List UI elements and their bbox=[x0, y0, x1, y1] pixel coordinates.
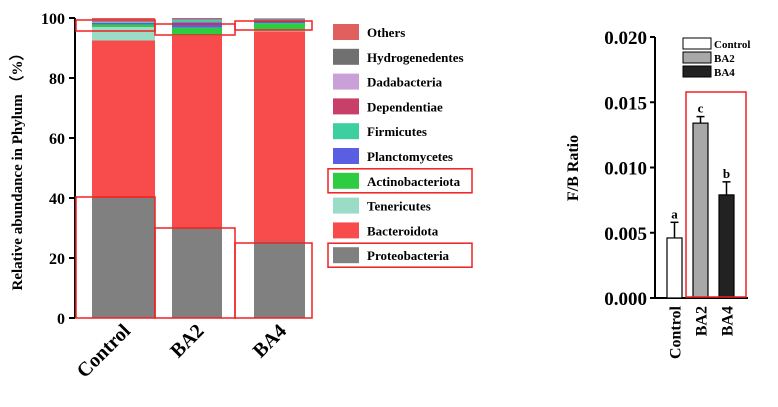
bar-segment-dependentiae bbox=[92, 21, 155, 22]
legend-swatch bbox=[333, 198, 359, 214]
left-y-axis-label: Relative abundance in Phylum （%） bbox=[8, 45, 26, 290]
y-tick-label: 0.000 bbox=[604, 289, 647, 310]
significance-letter: b bbox=[723, 166, 730, 181]
legend-label: Firmicutes bbox=[367, 124, 427, 139]
bar-segment-dadabacteria bbox=[254, 18, 305, 19]
bar-segment-firmicutes bbox=[172, 20, 222, 22]
y-tick-label: 80 bbox=[49, 71, 65, 88]
legend-swatch bbox=[333, 222, 359, 238]
bar-segment-firmicutes bbox=[92, 22, 155, 23]
y-tick-label: 100 bbox=[41, 11, 65, 28]
y-tick-label: 0 bbox=[57, 311, 65, 328]
significance-letter: c bbox=[698, 101, 704, 116]
bar-segment-bacteroidota bbox=[92, 41, 155, 199]
legend-swatch bbox=[333, 74, 359, 90]
legend-swatch bbox=[683, 66, 711, 77]
bar-segment-proteobacteria bbox=[254, 242, 305, 319]
legend-label: Dadabacteria bbox=[367, 75, 443, 90]
bar-segment-proteobacteria bbox=[92, 198, 155, 318]
bar-ba4 bbox=[719, 195, 734, 298]
bar-segment-others bbox=[92, 18, 155, 19]
right-y-axis-label: F/B Ratio bbox=[565, 135, 582, 201]
legend-swatch bbox=[333, 148, 359, 164]
legend-swatch bbox=[683, 52, 711, 63]
phylum-stacked-bar-chart: Relative abundance in Phylum （%） 0 20 40 60… bbox=[8, 11, 472, 382]
legend-swatch bbox=[333, 49, 359, 65]
bar-ba2 bbox=[693, 123, 708, 298]
legend-swatch bbox=[683, 38, 711, 49]
y-tick-label: 0.010 bbox=[604, 159, 647, 180]
significance-letter: a bbox=[671, 206, 678, 221]
x-tick-label: BA4 bbox=[720, 306, 737, 336]
legend-label: BA4 bbox=[714, 67, 735, 79]
legend-label: Bacteroidota bbox=[367, 223, 439, 238]
fb-ratio-bar-chart: F/B Ratio 0.000 0.005 0.010 0.015 0.020 a Cont… bbox=[565, 28, 750, 359]
bar-segment-proteobacteria bbox=[172, 228, 222, 318]
bar-segment-planctomycetes bbox=[172, 22, 222, 27]
y-tick-label: 40 bbox=[49, 191, 65, 208]
legend-label: Actinobacteriota bbox=[367, 174, 461, 189]
bar-control bbox=[667, 238, 682, 298]
x-tick-label: BA4 bbox=[249, 320, 291, 362]
y-tick-label: 20 bbox=[49, 251, 65, 268]
y-tick-label: 0.005 bbox=[604, 224, 647, 245]
legend-label: Proteobacteria bbox=[367, 248, 450, 263]
legend-label: Hydrogenedentes bbox=[367, 50, 464, 65]
legend-label: Control bbox=[714, 39, 750, 51]
legend-swatch bbox=[333, 24, 359, 40]
legend-label: BA2 bbox=[714, 53, 735, 65]
legend-label: Planctomycetes bbox=[367, 149, 453, 164]
bar-segment-actinobacteriota bbox=[172, 28, 222, 35]
legend-swatch bbox=[333, 173, 359, 189]
x-tick-label: BA2 bbox=[166, 320, 208, 362]
legend-swatch bbox=[333, 123, 359, 139]
bar-segment-bacteroidota bbox=[254, 32, 305, 242]
legend-label: Dependentiae bbox=[367, 99, 443, 114]
y-tick-label: 0.020 bbox=[604, 28, 647, 49]
legend-swatch bbox=[333, 98, 359, 114]
legend-label: Others bbox=[367, 25, 405, 40]
x-tick-label: Control bbox=[73, 320, 136, 383]
y-tick-label: 0.015 bbox=[604, 93, 647, 114]
bar-segment-bacteroidota bbox=[172, 36, 222, 228]
bar-segment-dependentiae bbox=[254, 19, 305, 20]
legend-label: Tenericutes bbox=[367, 199, 431, 214]
y-tick-label: 60 bbox=[49, 131, 65, 148]
x-tick-label: Control bbox=[668, 305, 685, 359]
bar-segment-dependentiae bbox=[172, 20, 222, 21]
legend-swatch bbox=[333, 247, 359, 263]
bar-segment-planctomycetes bbox=[92, 23, 155, 25]
bar-segment-tenericutes bbox=[92, 27, 155, 41]
bar-segment-actinobacteriota bbox=[92, 25, 155, 27]
bar-segment-dadabacteria bbox=[172, 19, 222, 20]
bar-segment-hydrogenedentes bbox=[172, 18, 222, 19]
x-tick-label: BA2 bbox=[694, 306, 711, 336]
